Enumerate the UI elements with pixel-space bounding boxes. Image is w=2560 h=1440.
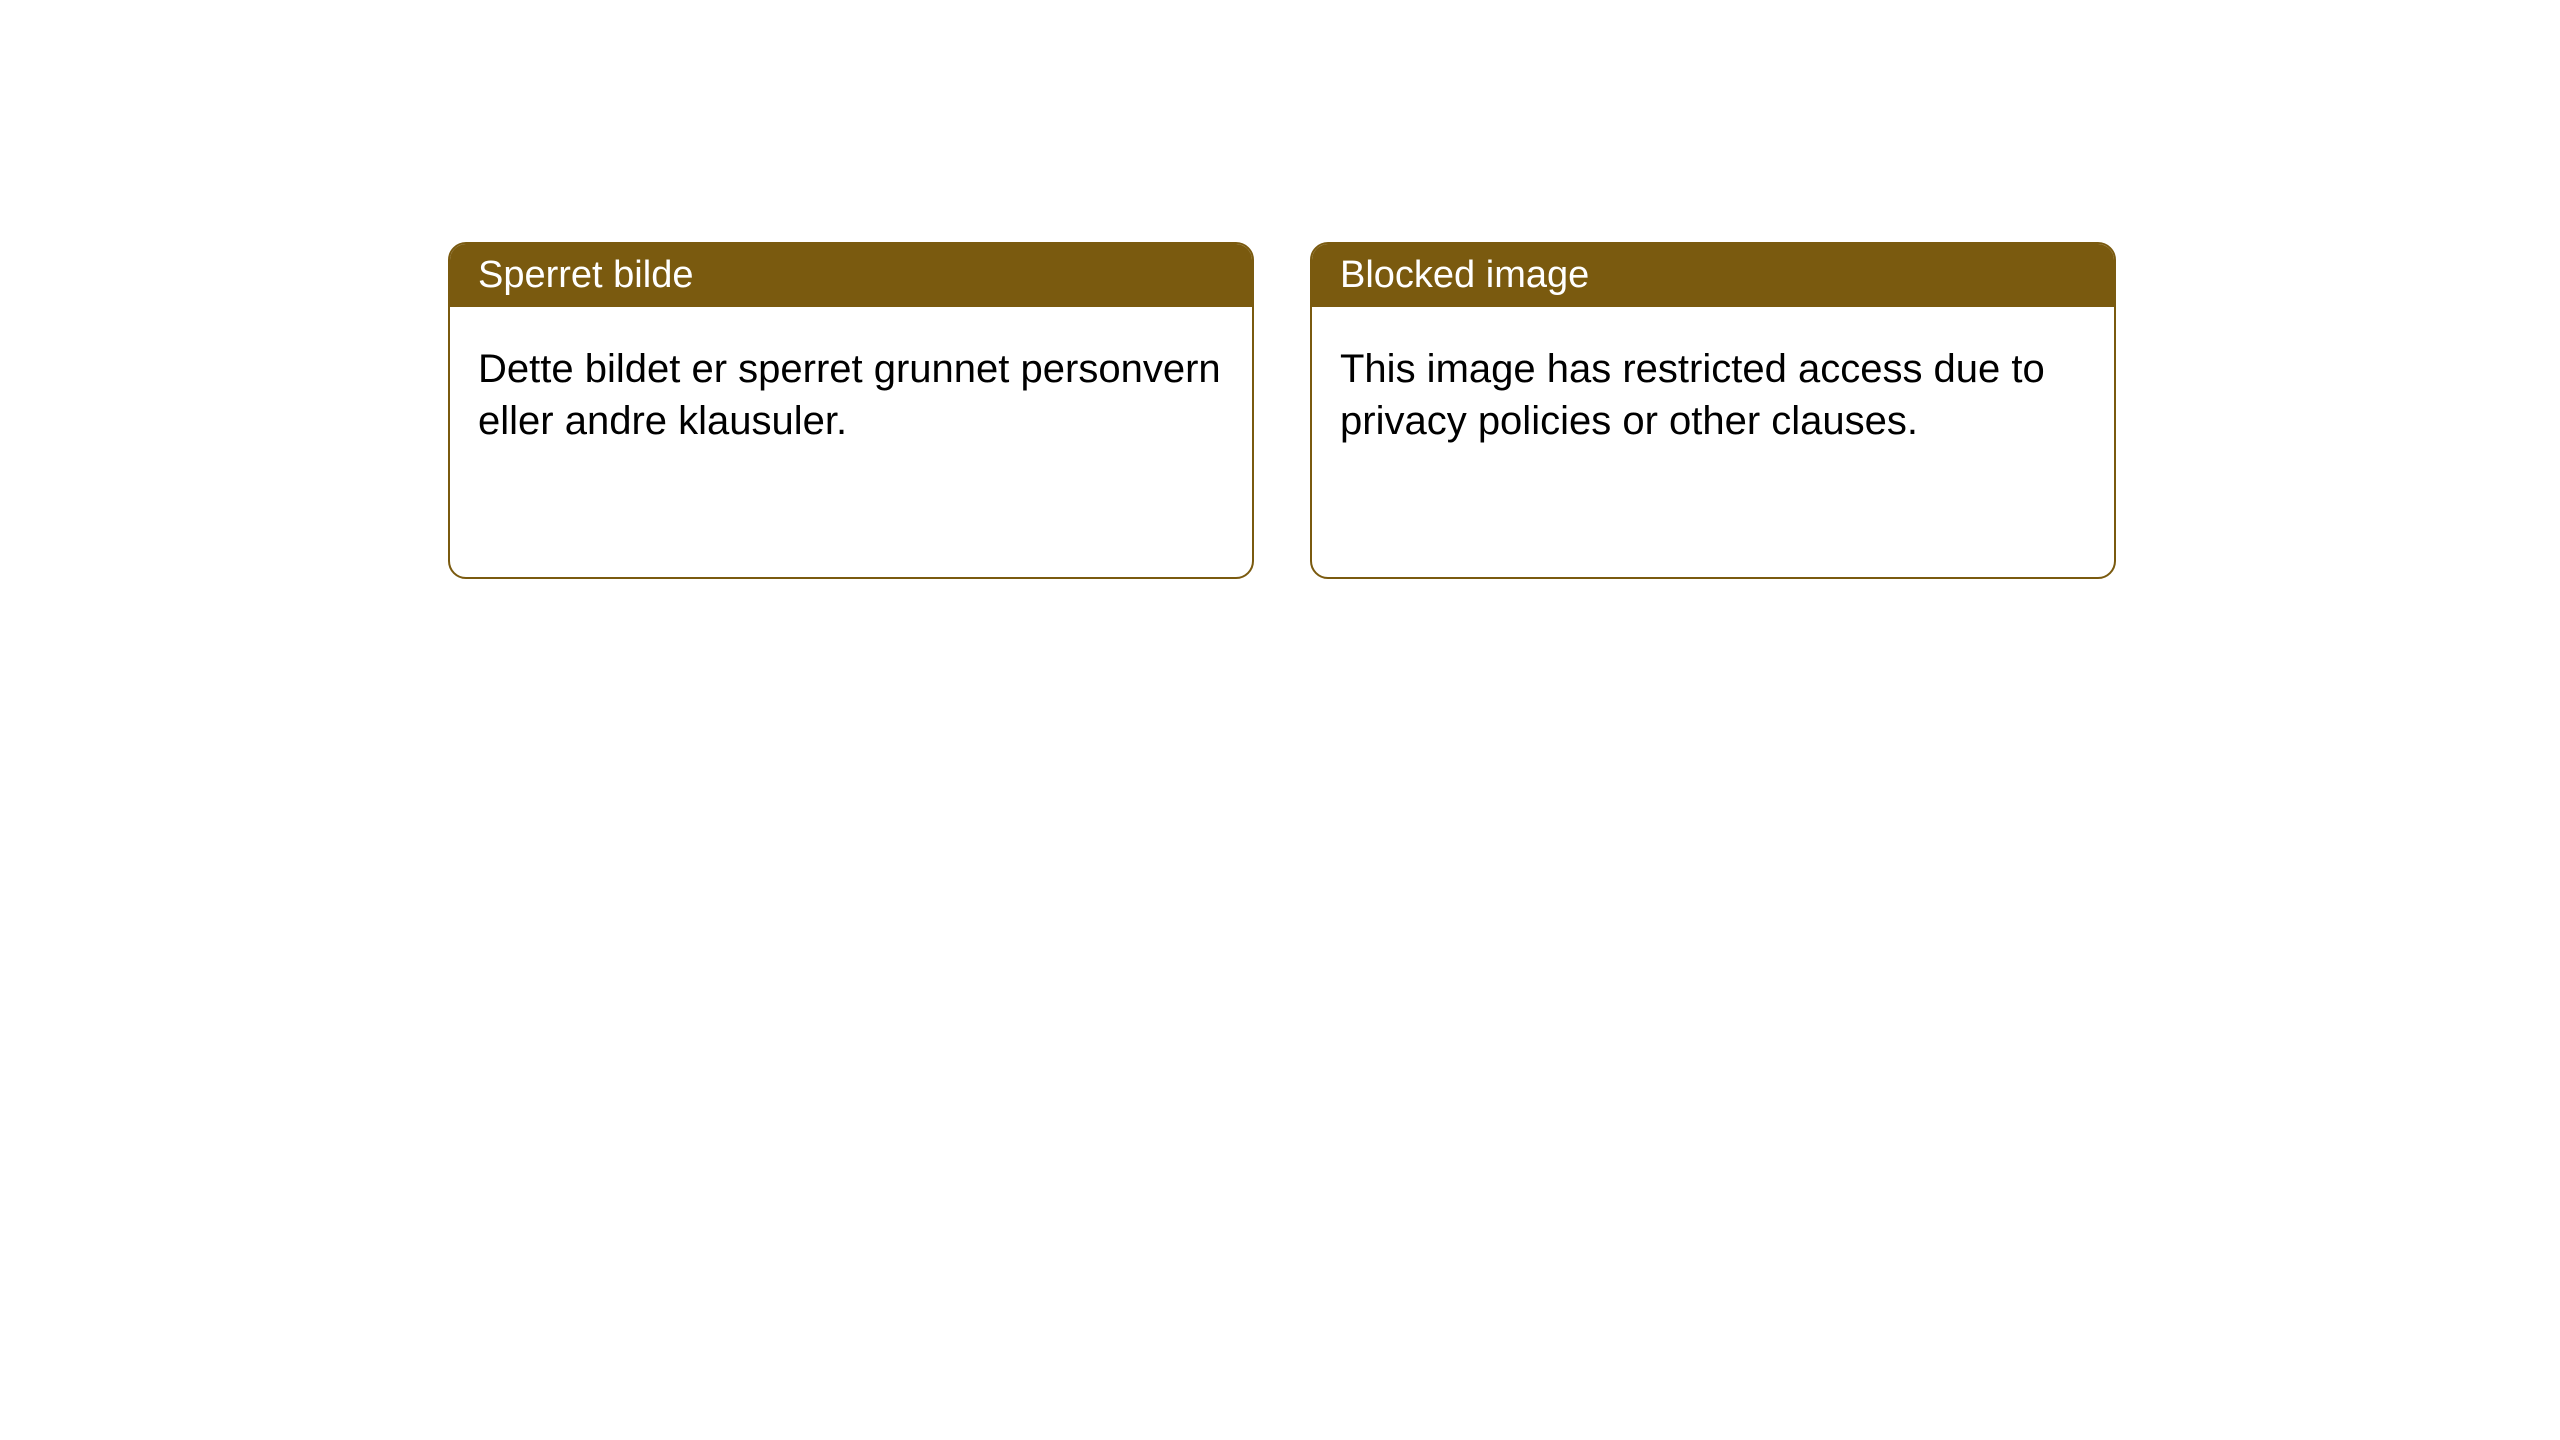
notice-card-norwegian: Sperret bilde Dette bildet er sperret gr… xyxy=(448,242,1254,579)
notice-body-text: Dette bildet er sperret grunnet personve… xyxy=(478,347,1221,443)
notice-body: Dette bildet er sperret grunnet personve… xyxy=(450,307,1252,577)
notice-header: Blocked image xyxy=(1312,244,2114,307)
notice-title: Sperret bilde xyxy=(478,254,693,296)
notice-container: Sperret bilde Dette bildet er sperret gr… xyxy=(0,0,2560,579)
notice-title: Blocked image xyxy=(1340,254,1589,296)
notice-body: This image has restricted access due to … xyxy=(1312,307,2114,577)
notice-card-english: Blocked image This image has restricted … xyxy=(1310,242,2116,579)
notice-body-text: This image has restricted access due to … xyxy=(1340,347,2045,443)
notice-header: Sperret bilde xyxy=(450,244,1252,307)
